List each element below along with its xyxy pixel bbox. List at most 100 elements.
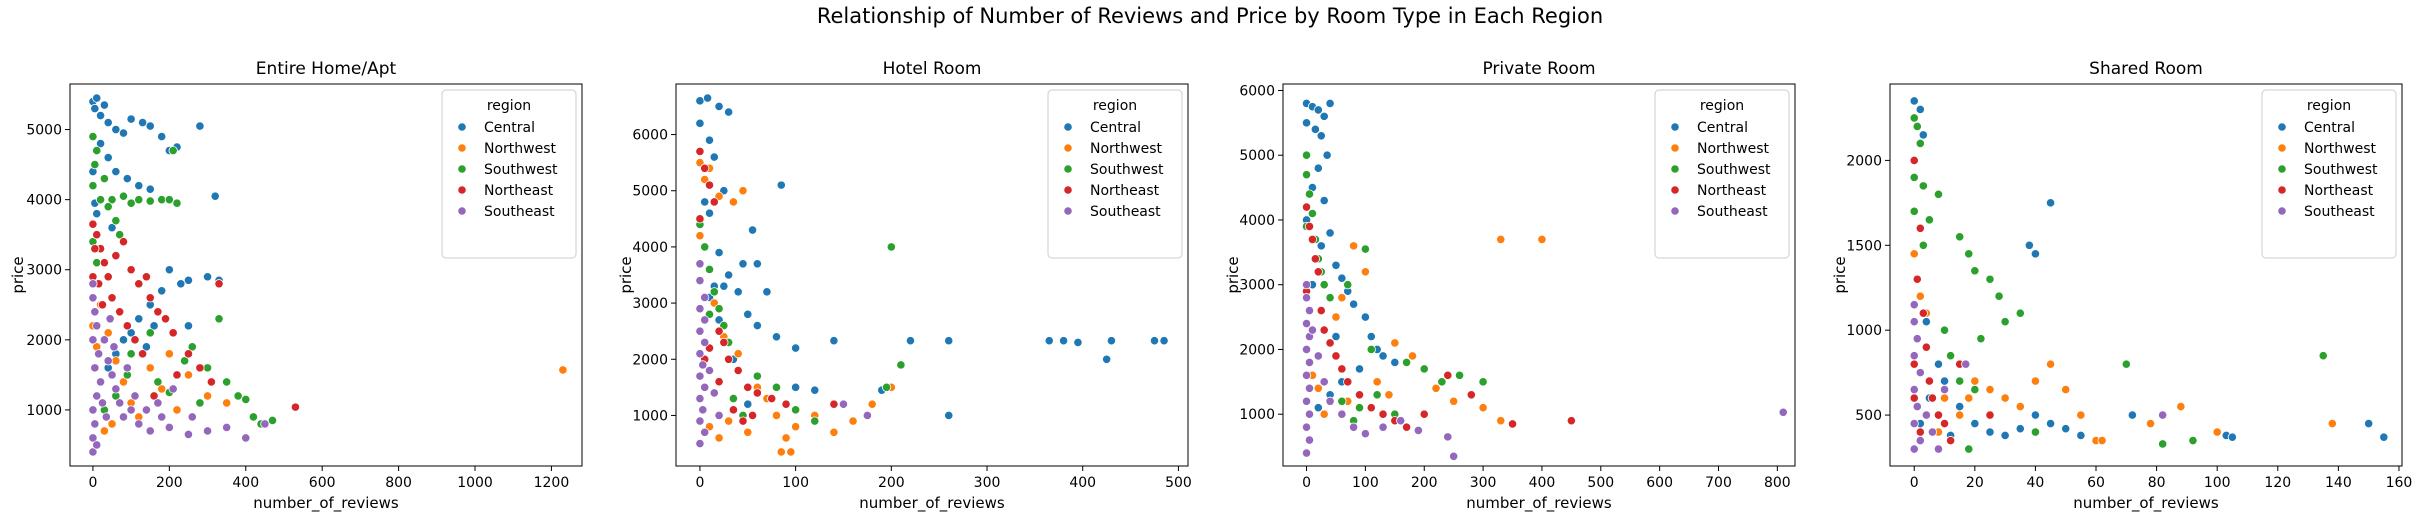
legend-label-southwest: Southwest <box>1090 162 1164 178</box>
point-southeast <box>1909 444 1919 454</box>
point-central <box>1313 105 1323 115</box>
point-southwest <box>164 195 174 205</box>
point-northwest <box>2212 427 2222 437</box>
point-northwest <box>145 363 155 373</box>
point-southwest <box>752 371 762 381</box>
point-central <box>724 107 734 117</box>
point-central <box>1360 312 1370 322</box>
point-southeast <box>695 393 705 404</box>
x-tick-label: 80 <box>2148 475 2166 491</box>
point-central <box>145 121 155 131</box>
point-central <box>2227 432 2237 442</box>
point-northeast <box>733 365 743 376</box>
point-southwest <box>180 356 190 366</box>
point-southeast <box>1396 416 1406 426</box>
point-central <box>810 385 820 395</box>
x-tick-label: 600 <box>309 475 336 491</box>
legend-marker-northeast <box>457 185 467 195</box>
point-southeast <box>1313 351 1323 361</box>
point-northeast <box>1927 393 1938 403</box>
point-southeast <box>704 365 715 376</box>
point-southeast <box>1933 444 1944 454</box>
point-northwest <box>1431 383 1441 393</box>
point-southeast <box>92 321 102 331</box>
legend-label-central: Central <box>484 120 535 136</box>
point-southwest <box>1372 390 1382 400</box>
point-southeast <box>1301 448 1312 458</box>
point-northwest <box>2145 418 2156 429</box>
point-central <box>1921 317 1931 327</box>
point-southwest <box>1337 396 1347 406</box>
point-southeast <box>1909 384 1919 395</box>
point-southwest <box>88 131 98 142</box>
point-northeast <box>137 349 148 359</box>
point-southeast <box>1360 429 1370 439</box>
point-northwest <box>733 349 743 359</box>
point-northeast <box>153 307 163 317</box>
point-southeast <box>1921 410 1931 420</box>
point-central <box>700 197 710 207</box>
point-northeast <box>709 197 719 207</box>
point-northwest <box>1939 393 1950 403</box>
point-southeast <box>90 307 100 317</box>
point-central <box>1325 228 1335 238</box>
point-central <box>1970 418 1980 429</box>
point-central <box>137 117 148 128</box>
x-axis-label: number_of_reviews <box>253 494 399 513</box>
point-central <box>92 209 102 219</box>
point-southwest <box>1909 172 1919 182</box>
point-northeast <box>134 279 144 289</box>
point-southwest <box>1354 403 1365 413</box>
point-northwest <box>558 365 568 375</box>
point-southwest <box>145 196 155 206</box>
point-southeast <box>183 429 194 440</box>
point-northwest <box>1915 291 1925 301</box>
point-northeast <box>118 237 129 247</box>
y-tick-label: 3000 <box>632 296 668 312</box>
point-northwest <box>111 356 121 366</box>
point-central <box>1310 124 1320 134</box>
point-southwest <box>92 258 102 268</box>
point-central <box>122 174 132 184</box>
point-southwest <box>126 349 136 359</box>
point-southeast <box>153 398 163 408</box>
point-southeast <box>1443 432 1453 442</box>
point-northeast <box>103 272 113 282</box>
point-southeast <box>695 304 705 314</box>
point-northwest <box>118 377 129 387</box>
point-southwest <box>134 195 144 205</box>
point-southeast <box>1927 427 1938 437</box>
x-tick-label: 60 <box>2087 475 2105 491</box>
legend-label-northwest: Northwest <box>1697 141 1770 157</box>
legend-label-northwest: Northwest <box>484 141 557 157</box>
point-southwest <box>115 230 125 240</box>
point-southeast <box>1307 325 1318 335</box>
point-northeast <box>1945 435 1956 446</box>
point-central <box>90 103 100 114</box>
point-central <box>704 135 715 145</box>
point-northwest <box>99 426 109 436</box>
point-central <box>724 270 734 280</box>
subplot-title: Hotel Room <box>883 59 982 79</box>
point-southwest <box>88 181 98 191</box>
point-northwest <box>1407 351 1418 361</box>
point-southwest <box>1343 280 1353 290</box>
point-northeast <box>88 219 98 229</box>
x-tick-label: 140 <box>2325 475 2352 491</box>
point-southwest <box>1939 325 1950 335</box>
point-southwest <box>704 264 715 274</box>
point-southwest <box>2000 317 2010 327</box>
x-axis-label: number_of_reviews <box>859 494 1005 513</box>
point-northeast <box>1316 306 1326 316</box>
x-tick-label: 120 <box>2264 475 2291 491</box>
legend-frame <box>2261 89 2397 259</box>
point-southwest <box>168 145 178 156</box>
point-southeast <box>1301 344 1312 355</box>
point-northwest <box>1349 241 1359 251</box>
point-northwest <box>867 399 877 409</box>
point-central <box>1325 98 1335 109</box>
point-northeast <box>752 388 762 398</box>
axes-frame <box>675 83 1189 467</box>
point-southwest <box>1401 357 1412 368</box>
point-southeast <box>1319 377 1329 387</box>
